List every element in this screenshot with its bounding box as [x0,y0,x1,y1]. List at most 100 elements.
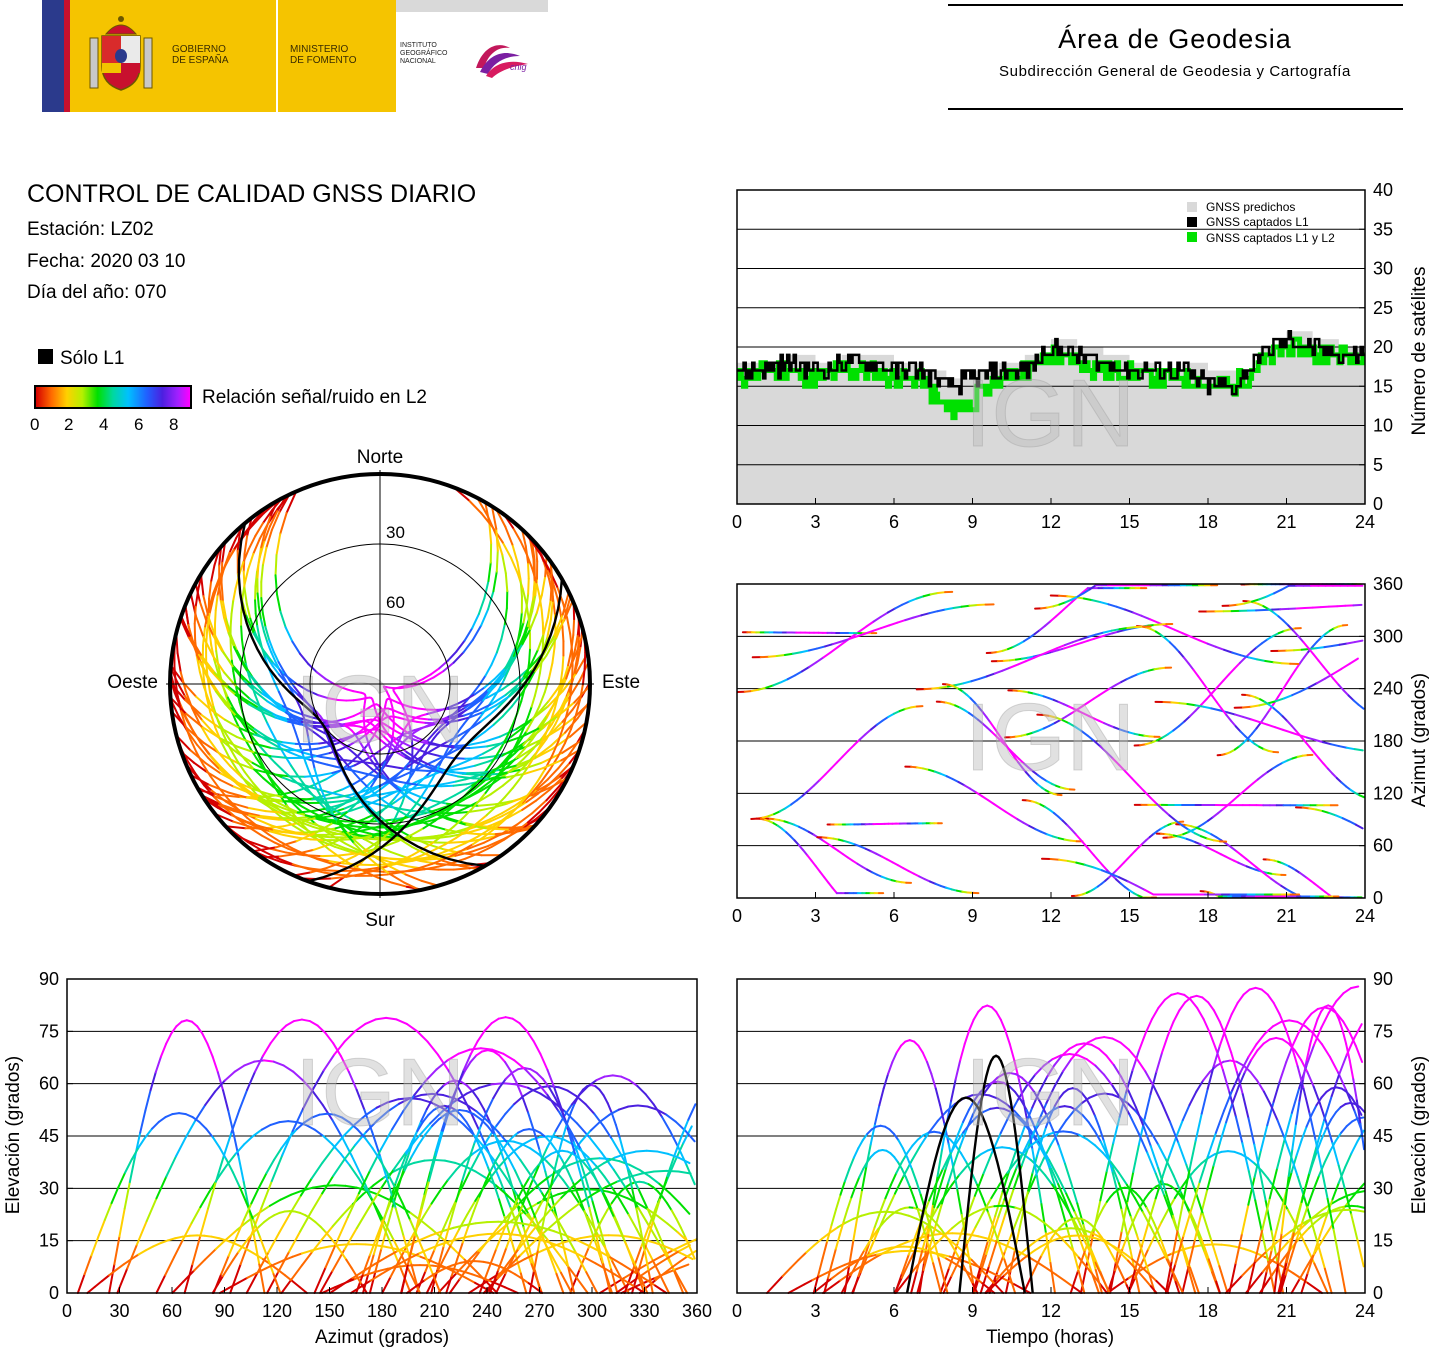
satellite-track [220,581,224,603]
satellite-track [1211,1269,1218,1283]
satellite-track [562,711,569,729]
satellite-track [1323,1267,1333,1294]
satellite-track [282,833,299,839]
satellite-track [685,1164,696,1186]
satellite-track [490,1165,501,1178]
satellite-track [369,1273,382,1282]
satellite-track [216,662,222,677]
satellite-track [320,854,339,858]
satellite-track [311,758,316,770]
satellite-track [518,1022,528,1032]
satellite-count-ylabel: Número de satélites [1409,267,1430,436]
satellite-track [499,1149,508,1170]
satellite-track [1166,729,1175,736]
satellite-track [201,726,222,740]
satellite-track [261,648,275,665]
satellite-track [545,723,557,741]
satellite-track [435,1059,449,1071]
satellite-track [501,678,517,691]
satellite-track [535,1237,548,1243]
satellite-track [1010,814,1019,821]
satellite-track [673,1142,685,1163]
satellite-track [522,1176,531,1189]
satellite-track [490,1017,500,1025]
satellite-track [1098,1126,1105,1142]
satellite-track [401,1202,412,1222]
satellite-track [190,1206,202,1225]
satellite-track [445,850,461,860]
satellite-track [195,750,204,766]
satellite-track [519,761,543,771]
satellite-track [419,742,426,751]
satellite-track [254,612,259,627]
satellite-track [483,723,495,734]
satellite-track [504,1102,516,1115]
satellite-track [1185,1245,1195,1250]
x-tick-label: 360 [682,1301,712,1321]
satellite-track [545,1240,558,1247]
satellite-track [193,771,206,787]
satellite-track [458,1109,468,1113]
satellite-track [1356,1205,1365,1209]
satellite-track [652,1186,659,1193]
satellite-track [520,687,526,703]
satellite-track [385,1250,399,1259]
satellite-track [419,774,429,783]
satellite-track [635,1266,649,1294]
institute-line-2: GEOGRÁFICO [400,50,448,57]
satellite-track [421,857,440,861]
satellite-track [893,1175,905,1195]
satellite-track [426,711,435,715]
satellite-track [418,835,433,839]
satellite-track [232,587,237,603]
satellite-track [1292,1272,1302,1279]
satellite-track [543,634,556,655]
satellite-track [295,772,304,784]
satellite-track [1230,1051,1238,1074]
satellite-track [240,674,253,687]
legend-label-l1l2: GNSS captados L1 y L2 [1206,231,1335,245]
satellite-track [618,1137,626,1155]
satellite-track [1220,1150,1229,1153]
satellite-track [262,713,269,725]
ign-watermark: IGN [295,1039,466,1146]
satellite-track [382,1245,395,1250]
satellite-track [1290,724,1298,733]
satellite-track [1057,815,1064,822]
satellite-track [1227,1244,1238,1248]
satellite-track [343,1144,357,1161]
satellite-track [506,1233,519,1236]
satellite-track [329,1284,343,1294]
satellite-track [337,722,347,727]
satellite-track [208,596,215,615]
satellite-track [545,784,561,802]
satellite-track [575,1252,587,1260]
y-tick-label: 45 [39,1126,59,1146]
satellite-track [1057,837,1066,841]
satellite-track [256,563,260,581]
satellite-track [567,1129,577,1157]
satellite-track [922,767,930,771]
satellite-track [419,1255,431,1262]
satellite-track [549,580,553,601]
satellite-track [319,1270,334,1294]
satellite-track [455,1068,465,1090]
satellite-track [1098,690,1106,697]
satellite-track [494,831,515,836]
satellite-track [1064,598,1073,604]
satellite-track [204,618,215,637]
satellite-track [324,1231,332,1240]
satellite-track [449,763,459,770]
satellite-track [378,780,389,788]
satellite-track [1330,1111,1337,1121]
satellite-track [471,1273,480,1278]
satellite-track [1053,1097,1061,1107]
satellite-track [1234,725,1242,733]
satellite-track [269,1121,281,1126]
satellite-track [1347,694,1355,702]
satellite-track [266,641,273,654]
satellite-track [416,819,433,827]
satellite-track [430,824,447,831]
satellite-track [243,1060,256,1067]
satellite-track [558,761,571,776]
